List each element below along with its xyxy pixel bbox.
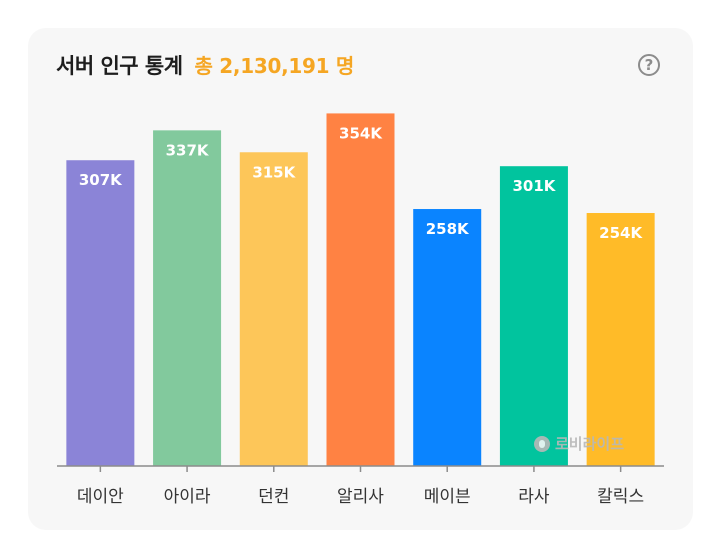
help-icon[interactable]: ? — [638, 54, 660, 76]
bar-1[interactable] — [153, 130, 222, 466]
x-tick-label: 던컨 — [258, 487, 289, 507]
bar-4[interactable] — [413, 209, 482, 467]
bar-5[interactable] — [499, 166, 568, 467]
population-bar-chart: 307K 데이안 337K 아이라 315K 던컨 354K 알리사 258K 메이븐 301K 라사… — [57, 113, 664, 507]
bar-2[interactable] — [239, 152, 308, 466]
bar-value-label: 337K — [166, 141, 210, 159]
bar-value-label: 254K — [599, 224, 643, 242]
bar-value-label: 307K — [79, 171, 123, 189]
bar-0[interactable] — [66, 160, 135, 466]
total-population: 총 2,130,191 명 — [194, 54, 355, 78]
logo-icon — [534, 435, 550, 452]
bar-6[interactable] — [586, 213, 655, 466]
watermark: 로비라이프 — [534, 433, 624, 454]
bar-value-label: 258K — [426, 220, 470, 238]
bar-3[interactable] — [326, 113, 395, 466]
card-header: 서버 인구 통계 총 2,130,191 명 — [56, 50, 354, 80]
x-tick-label: 칼릭스 — [597, 487, 644, 507]
bar-value-label: 354K — [339, 124, 383, 142]
x-tick-label: 라사 — [518, 487, 550, 507]
server-population-card: 서버 인구 통계 총 2,130,191 명 ? 307K 데이안 337K 아이라 3… — [28, 28, 693, 530]
x-tick-label: 데이안 — [77, 487, 124, 507]
bar-value-label: 315K — [252, 163, 296, 181]
watermark-text: 로비라이프 — [555, 435, 625, 453]
x-tick-label: 알리사 — [337, 487, 384, 507]
x-tick-label: 메이븐 — [424, 487, 471, 507]
bar-value-label: 301K — [512, 177, 556, 195]
page-title: 서버 인구 통계 — [56, 54, 183, 78]
x-tick-label: 아이라 — [164, 487, 211, 507]
